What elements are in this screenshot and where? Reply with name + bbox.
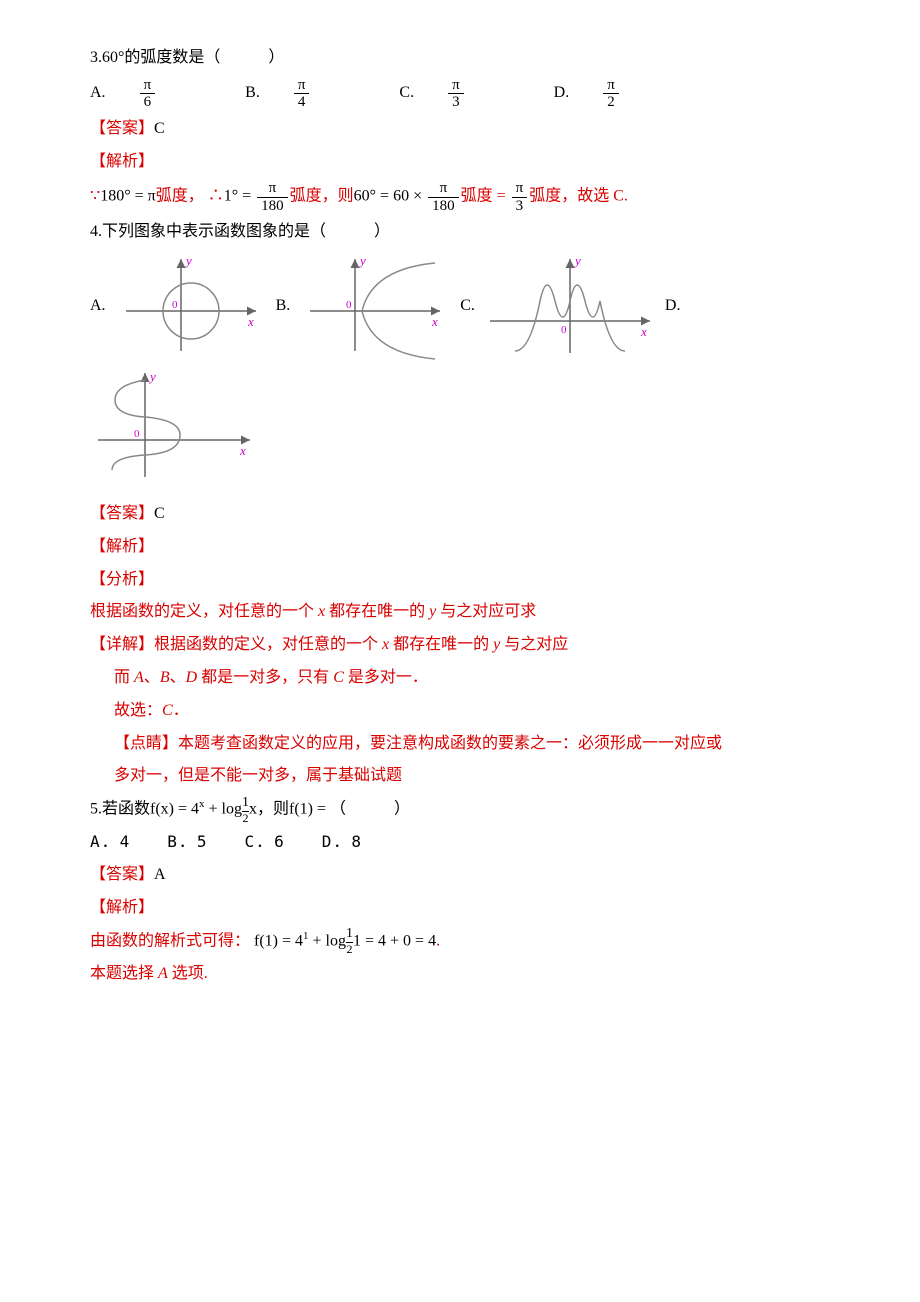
svg-text:y: y xyxy=(358,253,366,268)
q4-analysis-text: 根据函数的定义，对任意的一个 x 都存在唯一的 y 与之对应可求 xyxy=(90,598,860,627)
svg-text:0: 0 xyxy=(346,299,352,311)
q3-answer: 【答案】C xyxy=(90,115,860,144)
svg-text:x: x xyxy=(247,314,254,329)
q4-detail-line2: 而 A、B、D 都是一对多，只有 C 是多对一． xyxy=(90,664,860,693)
svg-text:y: y xyxy=(184,253,192,268)
q3-choice-b: B. π4 xyxy=(245,77,367,111)
q5-number: 5. xyxy=(90,800,102,817)
log-base-half-2: 12 xyxy=(346,927,353,955)
q4-number: 4. xyxy=(90,223,102,240)
q5-conclusion: 本题选择 A 选项. xyxy=(90,960,860,989)
frac-pi-180-2: π180 xyxy=(426,180,461,214)
svg-text:x: x xyxy=(431,314,438,329)
q4-dianjing-2: 多对一，但是不能一对多，属于基础试题 xyxy=(90,762,860,791)
frac-pi-3-ans: π3 xyxy=(510,180,530,214)
q4-explain-label: 【解析】 xyxy=(90,533,860,562)
q4-dianjing-1: 【点睛】本题考查函数定义的应用，要注意构成函数的要素之一：必须形成一一对应或 xyxy=(90,730,860,759)
svg-text:x: x xyxy=(239,443,246,458)
q4-graph-c: 0 y x xyxy=(485,251,655,361)
frac-pi-180-1: π180 xyxy=(255,180,290,214)
q4-label-a: A. xyxy=(90,292,106,321)
q5-explain-label: 【解析】 xyxy=(90,894,860,923)
q4-stem: 4.下列图象中表示函数图象的是（ ） xyxy=(90,218,860,247)
svg-text:y: y xyxy=(573,253,581,268)
q4-graph-d-row: 0 y x xyxy=(90,365,860,496)
q3-choice-d: D. π2 xyxy=(554,77,677,111)
svg-text:0: 0 xyxy=(561,324,567,336)
frac-pi-3: π3 xyxy=(446,77,494,111)
q4-graph-b: 0 y x xyxy=(300,251,450,361)
q3-stem: 3.60°的弧度数是（ ） xyxy=(90,44,860,73)
q4-graphs-row1: A. 0 y x B. 0 y x C. 0 y x D. xyxy=(90,251,860,361)
q4-detail-line3: 故选：C． xyxy=(90,697,860,726)
q5-stem: 5.若函数f(x) = 4x + log12x，则f(1) = （ ） xyxy=(90,795,860,824)
q4-graph-a: 0 y x xyxy=(116,251,266,361)
q3-angle: 60° xyxy=(102,49,124,66)
q5-options: A．4 B．5 C．6 D．8 xyxy=(90,828,860,857)
svg-text:y: y xyxy=(148,369,156,384)
svg-text:0: 0 xyxy=(134,428,140,440)
q4-label-d: D. xyxy=(665,292,681,321)
q5-explain-line: 由函数的解析式可得： f(1) = 41 + log121 = 4 + 0 = … xyxy=(90,927,860,956)
q3-text: 的弧度数是（ ） xyxy=(124,49,284,66)
q4-detail: 【详解】根据函数的定义，对任意的一个 x 都存在唯一的 y 与之对应 xyxy=(90,631,860,660)
log-base-half: 12 xyxy=(242,796,249,824)
q4-answer: 【答案】C xyxy=(90,500,860,529)
q3-choice-a: A. π6 xyxy=(90,77,213,111)
frac-pi-4: π4 xyxy=(292,77,340,111)
q4-label-b: B. xyxy=(276,292,291,321)
q4-label-c: C. xyxy=(460,292,475,321)
svg-text:0: 0 xyxy=(172,299,178,311)
q3-choice-c: C. π3 xyxy=(399,77,521,111)
q3-number: 3. xyxy=(90,49,102,66)
frac-pi-6: π6 xyxy=(138,77,186,111)
q4-analysis-label: 【分析】 xyxy=(90,566,860,595)
q5-answer: 【答案】A xyxy=(90,861,860,890)
svg-text:x: x xyxy=(640,324,647,339)
q3-choices: A. π6 B. π4 C. π3 D. π2 xyxy=(90,77,860,111)
q4-graph-d: 0 y x xyxy=(90,365,260,485)
frac-pi-2: π2 xyxy=(601,77,649,111)
q3-explain-line: ∵180° = π弧度， ∴1° = π180弧度，则60° = 60 × π1… xyxy=(90,180,860,214)
q3-explain-label: 【解析】 xyxy=(90,148,860,177)
